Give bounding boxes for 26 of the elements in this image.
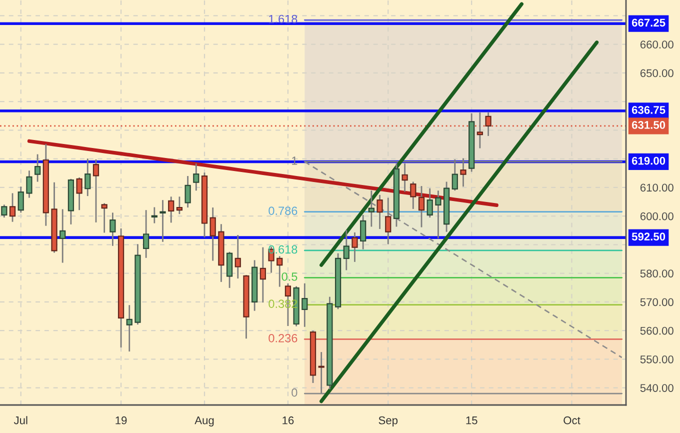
y-tick-label: 660.00	[640, 40, 674, 48]
ref-line-label: 636.75	[632, 106, 666, 114]
y-tick-label: 560.00	[640, 326, 674, 335]
ref-line-label: 631.50	[632, 121, 666, 129]
y-tick-label: 580.00	[640, 270, 674, 278]
y-tick-label: 540.00	[640, 384, 674, 392]
y-tick-label: 650.00	[640, 69, 674, 78]
y-tick-label: 570.00	[640, 298, 674, 306]
x-tick-label: Sep	[378, 416, 398, 426]
x-tick-label: 19	[116, 416, 127, 424]
y-tick-label: 600.00	[640, 212, 674, 220]
series-label: 1.618	[269, 14, 298, 24]
x-tick-label: 16	[282, 416, 294, 424]
ref-line-label: 592.50	[632, 232, 666, 241]
series-label: 0.236	[268, 334, 298, 342]
ref-line-label: 619.00	[632, 156, 666, 165]
series-label: 0.786	[268, 206, 298, 215]
y-tick-label: 550.00	[640, 355, 674, 364]
x-tick-label: Jul	[14, 416, 28, 424]
ref-line-label: 667.25	[632, 18, 666, 27]
series-label: 0	[292, 388, 298, 397]
x-tick-label: 15	[466, 416, 478, 424]
x-tick-label: Oct	[564, 416, 580, 424]
x-tick-label: Aug	[194, 416, 214, 426]
series-label: 0.5	[282, 272, 298, 281]
y-tick-label: 610.00	[640, 184, 674, 192]
